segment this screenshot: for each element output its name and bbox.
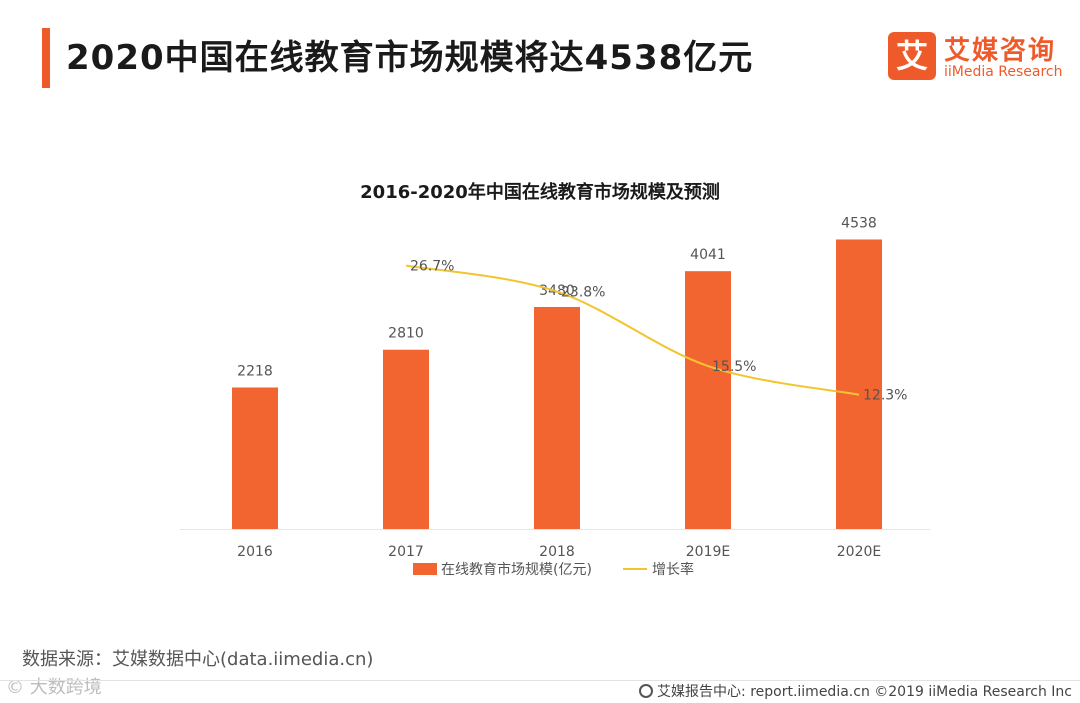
bar-2016	[232, 387, 278, 529]
x-tick-2019E: 2019E	[686, 544, 730, 560]
footer-divider	[0, 680, 1080, 681]
bar-label-2019E: 4041	[690, 247, 726, 263]
watermark: © 大数跨境	[6, 677, 102, 698]
brand-logo: 艾 艾媒咨询 iiMedia Research	[884, 30, 1064, 86]
globe-icon	[639, 684, 654, 698]
logo-icon: 艾	[888, 32, 936, 80]
bar-2019E	[685, 271, 731, 529]
x-tick-2017: 2017	[388, 544, 424, 560]
chart-title: 2016-2020年中国在线教育市场规模及预测	[360, 182, 720, 203]
line-label-2017: 26.7%	[410, 259, 454, 275]
line-label-2020E: 12.3%	[863, 388, 907, 404]
footer-copyright: 艾媒报告中心: report.iimedia.cn ©2019 iiMedia …	[639, 681, 1072, 701]
legend-bar-swatch	[413, 563, 437, 575]
bar-2018	[534, 306, 580, 529]
x-tick-2020E: 2020E	[837, 544, 881, 560]
growth-rate-line	[405, 264, 860, 396]
legend-line-label: 增长率	[652, 561, 694, 578]
x-tick-2018: 2018	[539, 544, 575, 560]
footer-copyright-text: 艾媒报告中心: report.iimedia.cn ©2019 iiMedia …	[657, 684, 1072, 700]
bar-2017	[383, 349, 429, 529]
logo-name: 艾媒咨询	[944, 36, 1057, 66]
data-source: 数据来源：艾媒数据中心(data.iimedia.cn)	[22, 649, 374, 670]
logo-subtitle: iiMedia Research	[944, 64, 1063, 80]
bar-label-2016: 2218	[237, 363, 273, 379]
title-accent-bar	[42, 28, 50, 88]
bar-2020E	[836, 239, 882, 530]
bar-label-2017: 2810	[388, 326, 424, 342]
line-label-2019E: 15.5%	[712, 359, 756, 375]
line-label-2018: 23.8%	[561, 285, 605, 301]
page-title: 2020中国在线教育市场规模将达4538亿元	[66, 38, 754, 78]
x-tick-2016: 2016	[237, 544, 273, 560]
legend-bar-label: 在线教育市场规模(亿元)	[441, 561, 592, 578]
bar-label-2020E: 4538	[841, 215, 877, 231]
